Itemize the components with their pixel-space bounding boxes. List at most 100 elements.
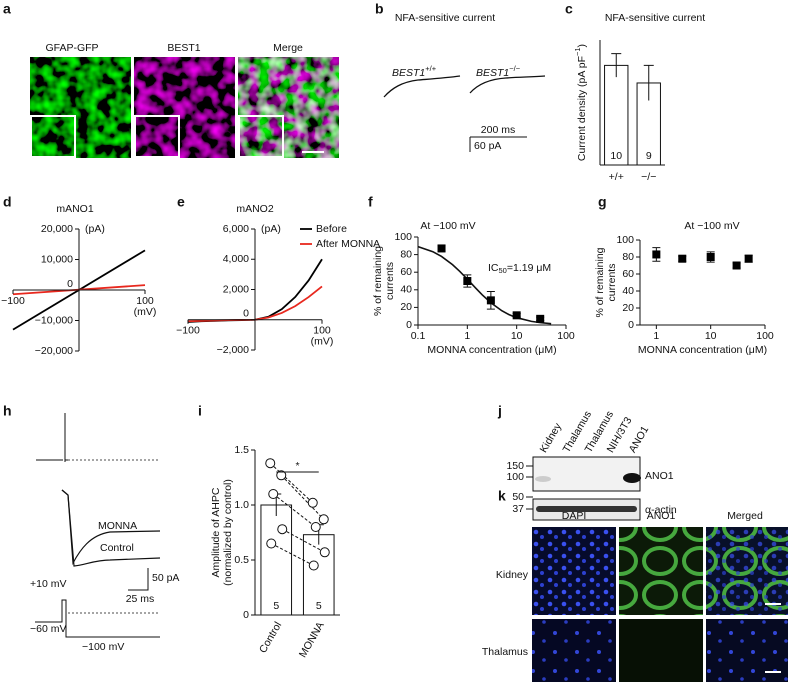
y-tick-label: 1.0 xyxy=(234,499,249,511)
y-tick-label: 80 xyxy=(400,248,412,260)
y-axis-label: currents xyxy=(384,262,396,300)
text-part: Current density (pA pF xyxy=(576,56,588,161)
x-tick-label: −/− xyxy=(641,171,656,183)
scale-bar xyxy=(469,136,527,152)
y-axis-label: (normalized by control) xyxy=(222,479,234,586)
x-tick-label: 1 xyxy=(464,330,470,342)
scale-bar xyxy=(128,568,149,591)
data-point xyxy=(463,277,472,285)
x-tick-label: −100 xyxy=(176,325,200,337)
blot xyxy=(532,456,641,492)
x-axis-label: (mV) xyxy=(311,336,334,348)
monna-trace xyxy=(61,489,161,566)
panel-k: DAPI ANO1 Merged Kidney Thalamus xyxy=(482,510,788,682)
image-label: Merged xyxy=(727,510,763,522)
data-point xyxy=(268,489,279,499)
band-label: α-actin xyxy=(645,504,677,516)
fit-curve xyxy=(417,245,552,325)
protocol-label: −100 mV xyxy=(82,641,124,653)
trace-label: BEST1+/+ xyxy=(392,64,437,79)
inset xyxy=(134,115,180,158)
y-axis-label: currents xyxy=(606,264,618,302)
bar xyxy=(260,504,293,616)
n-label: 9 xyxy=(646,150,652,162)
trace-label: MONNA xyxy=(98,520,137,532)
data-point xyxy=(265,458,276,469)
pair-line xyxy=(271,543,314,566)
control-trace xyxy=(61,489,161,567)
micrograph xyxy=(30,57,131,158)
micrograph xyxy=(532,527,616,615)
x-axis-label: MONNA concentration (μM) xyxy=(427,344,556,356)
trace-label: Control xyxy=(100,542,134,554)
y-tick-label: 4,000 xyxy=(223,253,249,265)
error-bar xyxy=(611,53,622,78)
significance: * xyxy=(295,460,299,472)
image-label: DAPI xyxy=(562,510,587,522)
data-point xyxy=(437,244,446,253)
scale-label: 60 pA xyxy=(474,140,501,152)
data-point xyxy=(652,250,661,259)
label-sup: −/− xyxy=(509,64,520,73)
label-text: BEST1 xyxy=(392,67,425,79)
text-part: −1 xyxy=(573,47,582,56)
panel-label: j xyxy=(497,403,502,419)
panel-label: k xyxy=(498,488,506,504)
scale-label: 25 ms xyxy=(126,593,155,605)
legend-label: Before xyxy=(316,223,347,235)
panel-title: NFA-sensitive current xyxy=(395,12,495,24)
band-label: ANO1 xyxy=(645,470,674,482)
current-trace xyxy=(469,75,546,94)
pair-line xyxy=(272,493,317,528)
micrograph xyxy=(134,57,235,158)
y-tick-label: 1.5 xyxy=(234,444,249,456)
y-axis-label: (pA) xyxy=(261,223,281,235)
micrograph xyxy=(532,619,616,682)
panel-j: Kidney Thalamus Thalamus NIH/3T3 ANO1 15… xyxy=(506,409,677,521)
text-part: ) xyxy=(576,44,588,48)
panel-label: a xyxy=(3,1,11,17)
data-point xyxy=(732,261,741,270)
panel-label: g xyxy=(598,194,607,210)
text-part: IC xyxy=(488,262,499,274)
y-tick-label: 40 xyxy=(400,284,412,296)
marker-label: 50 xyxy=(512,491,524,503)
marker-label: 100 xyxy=(506,471,524,483)
y-axis-label: Current density (pA pF−1) xyxy=(573,44,588,161)
y-tick-label: 2,000 xyxy=(223,283,249,295)
panel-label: i xyxy=(198,403,202,419)
data-point xyxy=(744,254,753,263)
y-tick-label: 60 xyxy=(400,266,412,278)
x-tick-label: 10 xyxy=(511,330,523,342)
n-label: 5 xyxy=(316,600,322,612)
y-tick-label: 60 xyxy=(622,268,634,280)
y-tick-label: 0 xyxy=(243,308,249,320)
x-tick-label: 100 xyxy=(313,325,331,337)
panel-label: e xyxy=(177,194,185,210)
y-axis-label: Amplitude of AHPC xyxy=(210,487,222,577)
protocol-label: +10 mV xyxy=(30,578,66,590)
label-sup: +/+ xyxy=(425,64,436,73)
data-point xyxy=(486,296,495,305)
panel-label: f xyxy=(368,194,373,210)
micrograph xyxy=(238,57,339,158)
x-tick-label: 1 xyxy=(653,330,659,342)
n-label: 5 xyxy=(273,600,279,612)
chart-title: At −100 mV xyxy=(684,220,739,232)
data-point xyxy=(277,524,288,535)
row-label: Thalamus xyxy=(482,646,528,658)
y-tick-label: 20 xyxy=(622,302,634,314)
panel-b: NFA-sensitive current BEST1+/+ BEST1−/− … xyxy=(383,12,546,152)
band xyxy=(535,476,551,482)
inset xyxy=(238,115,284,158)
current-trace xyxy=(383,75,461,98)
y-tick-label: 100 xyxy=(394,231,412,243)
data-point xyxy=(319,547,330,558)
y-axis-label: (pA) xyxy=(85,223,105,235)
x-tick-label: MONNA xyxy=(297,620,327,660)
y-tick-label: 0.5 xyxy=(234,554,249,566)
text-part: =1.19 μM xyxy=(507,262,551,274)
data-point xyxy=(318,514,329,525)
marker-label: 150 xyxy=(506,460,524,472)
chart-title: At −100 mV xyxy=(420,220,475,232)
